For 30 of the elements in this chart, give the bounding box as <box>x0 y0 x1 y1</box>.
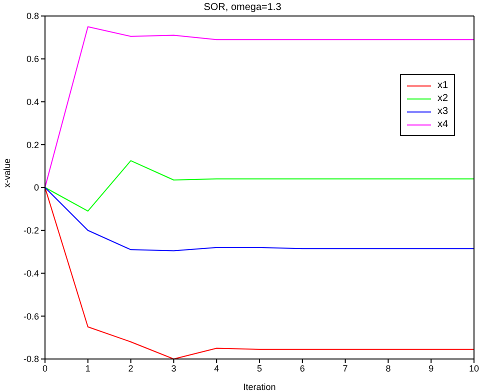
x-tick-label: 8 <box>386 363 391 374</box>
line-series <box>45 160 474 212</box>
x-tick-label: 3 <box>171 363 176 374</box>
x-tick-label: 1 <box>85 363 90 374</box>
legend-label: x4 <box>437 119 448 130</box>
line-series <box>45 187 474 252</box>
x-axis-title: Iteration <box>243 382 276 392</box>
x-tick-label: 0 <box>42 363 48 374</box>
legend-label: x3 <box>437 106 448 117</box>
x-tick-label: 5 <box>256 363 262 374</box>
x-tick-label: 4 <box>214 363 220 374</box>
x-tick-label: 2 <box>128 363 134 374</box>
y-tick-label: -0.4 <box>23 268 39 278</box>
y-tick-label: -0.2 <box>23 226 39 236</box>
y-tick-label: -0.6 <box>23 311 39 322</box>
y-tick-label: -0.8 <box>23 354 39 364</box>
y-tick-label: 0.2 <box>26 140 39 150</box>
y-tick-label: 0.4 <box>26 96 39 107</box>
x-tick-label: 6 <box>300 363 305 374</box>
y-axis-title: x-value <box>2 158 12 188</box>
y-tick-label: 0 <box>34 182 39 193</box>
x-tick-label: 10 <box>468 363 480 374</box>
y-tick-label: 0.8 <box>26 11 39 22</box>
chart-title: SOR, omega=1.3 <box>202 2 282 13</box>
y-tick-label: 0.6 <box>26 54 39 64</box>
x-tick-label: 7 <box>342 363 348 374</box>
legend-label: x1 <box>437 80 448 91</box>
x-tick-label: 9 <box>428 363 434 374</box>
line-series <box>45 26 474 188</box>
legend-label: x2 <box>437 93 448 104</box>
